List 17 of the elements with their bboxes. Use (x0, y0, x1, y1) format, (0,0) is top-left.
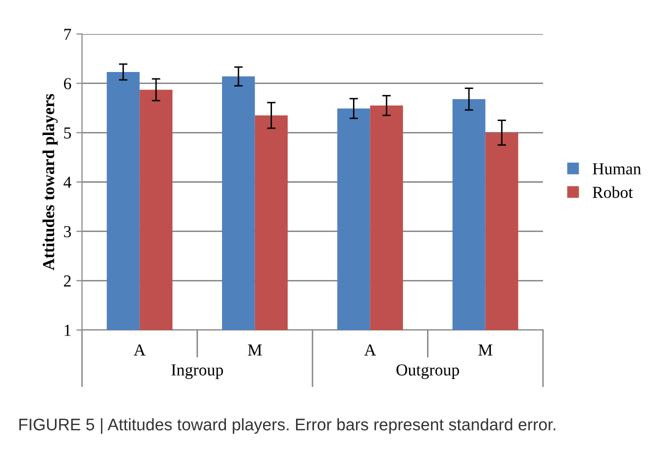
y-tick-label: 5 (64, 128, 71, 139)
legend-label: Human (592, 163, 642, 174)
x-tick-label: A (134, 344, 146, 356)
y-tick-label: 1 (64, 324, 71, 336)
x-tick-label: M (248, 344, 262, 356)
y-tick-label: 6 (64, 78, 72, 90)
caption: FIGURE 5 | Attitudes toward players. Error bars represent standard error. (19, 418, 556, 434)
y-axis-title: Attitudes toward players (42, 94, 58, 270)
x-tick-label: A (364, 344, 376, 356)
y-tick-label: 4 (64, 176, 72, 188)
legend-label: Robot (592, 186, 633, 198)
y-tick-label: 7 (64, 28, 72, 40)
y-tick-label: 2 (64, 275, 71, 286)
text: Ingroup (171, 364, 223, 379)
x-tick-label: M (478, 344, 492, 356)
text: Outgroup (396, 364, 460, 379)
y-tick-label: 3 (64, 226, 71, 238)
